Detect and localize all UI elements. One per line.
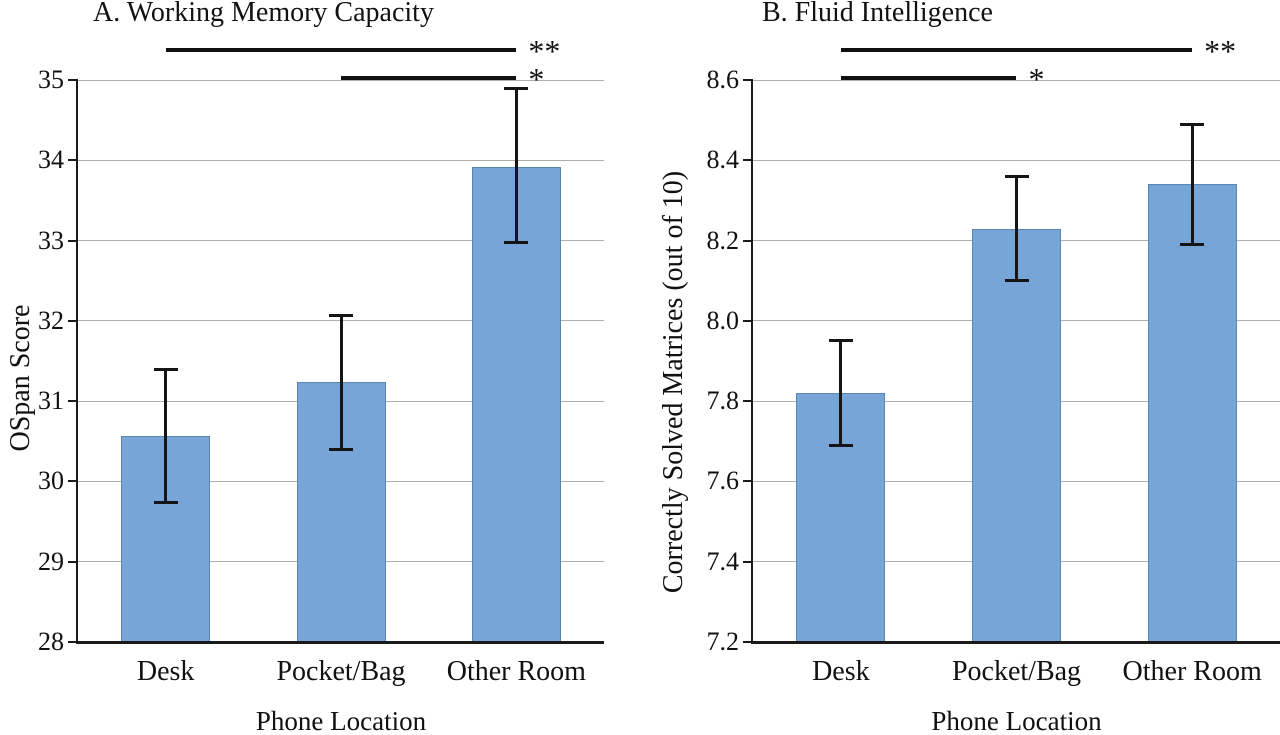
error-bar-cap-top-pocket-bag [329,313,353,317]
bar-other-room [1147,184,1237,642]
y-tick-mark [743,319,753,322]
significance-label: ** [1204,33,1237,69]
significance-label: * [1028,61,1045,97]
panel-a-plot-area: 28 29 30 31 32 33 34 35 Desk Pocket/Bag Other Room… [38,35,604,687]
y-tick-label: 7.8 [706,386,740,416]
error-bar-cap-top-pocket-bag [1004,174,1029,178]
panel-b-plot-area: 7.2 7.4 7.6 7.8 8.0 8.2 8.4 8.6 Desk Pocket/Bag Ot… [707,35,1280,687]
error-bar-cap-top-desk [153,367,178,371]
y-tick-mark [68,560,78,563]
y-tick-label: 34 [38,145,64,175]
error-bar-cap-bottom-other-room [504,241,529,245]
panel-a-title: A. Working Memory Capacity [93,0,434,28]
error-bar-line-desk [839,340,843,446]
y-tick-label: 28 [38,627,64,656]
y-tick-mark [743,641,753,643]
panel-b-y-axis-label: Correctly Solved Matrices (out of 10) [658,170,689,594]
y-gridline [78,159,604,161]
error-bar-cap-top-desk [828,339,853,343]
y-tick-mark [68,319,78,322]
significance-line [341,76,517,80]
error-bar-cap-bottom-pocket-bag [329,447,353,451]
y-gridline [78,79,604,81]
y-tick-mark [68,239,78,242]
significance-label: * [528,61,545,97]
panel-b-x-axis-label: Phone Location [931,706,1102,735]
error-bar-line-pocket-bag [1015,176,1018,281]
y-tick-mark [743,400,753,403]
y-tick-label: 31 [38,386,64,416]
error-bar-line-other-room [514,88,518,243]
y-tick-label: 7.6 [706,466,740,496]
error-bar-cap-bottom-desk [153,500,178,504]
category-label-desk: Desk [136,656,195,687]
significance-line [840,76,1017,80]
error-bar-cap-top-other-room [1180,122,1205,126]
y-tick-label: 35 [38,65,64,94]
bar-other-room [471,166,561,642]
y-tick-mark [743,239,753,242]
significance-line [840,48,1193,52]
y-tick-mark [743,79,753,81]
y-tick-label: 8.6 [706,65,740,94]
y-tick-mark [68,159,78,162]
y-gridline [753,79,1280,81]
error-bar-cap-bottom-other-room [1180,243,1205,247]
error-bar-cap-bottom-desk [828,443,853,447]
y-tick-label: 7.4 [706,546,740,576]
error-bar-line-desk [164,369,168,503]
y-tick-mark [743,560,753,563]
y-tick-label: 8.4 [706,145,740,175]
y-tick-mark [68,480,78,483]
y-tick-label: 8.2 [706,225,740,255]
y-tick-label: 29 [38,546,64,576]
significance-label: ** [528,33,561,69]
category-label-other-room: Other Room [1122,656,1262,687]
error-bar-cap-bottom-pocket-bag [1004,279,1029,283]
significance-line [165,48,517,52]
y-tick-mark [743,159,753,162]
panel-a-y-axis-label: OSpan Score [5,304,36,452]
error-bar-line-other-room [1190,124,1194,245]
y-tick-label: 32 [38,305,64,335]
y-tick-mark [68,641,78,643]
panel-b-title: B. Fluid Intelligence [762,0,993,28]
category-label-pocket-bag: Pocket/Bag [951,656,1082,687]
y-tick-label: 7.2 [706,627,740,656]
y-gridline [753,159,1280,161]
error-bar-cap-top-other-room [504,86,529,90]
y-tick-mark [743,480,753,483]
category-label-other-room: Other Room [446,656,586,687]
y-tick-label: 30 [38,466,64,496]
category-label-pocket-bag: Pocket/Bag [276,656,406,687]
y-gridline [78,240,604,242]
error-bar-line-pocket-bag [339,315,343,450]
y-tick-mark [68,79,78,81]
y-tick-label: 33 [38,225,64,255]
category-label-desk: Desk [812,656,870,687]
panel-a-x-axis-label: Phone Location [255,706,427,735]
y-tick-mark [68,400,78,403]
y-tick-label: 8.0 [706,305,740,335]
bar-pocket-bag [972,228,1061,642]
